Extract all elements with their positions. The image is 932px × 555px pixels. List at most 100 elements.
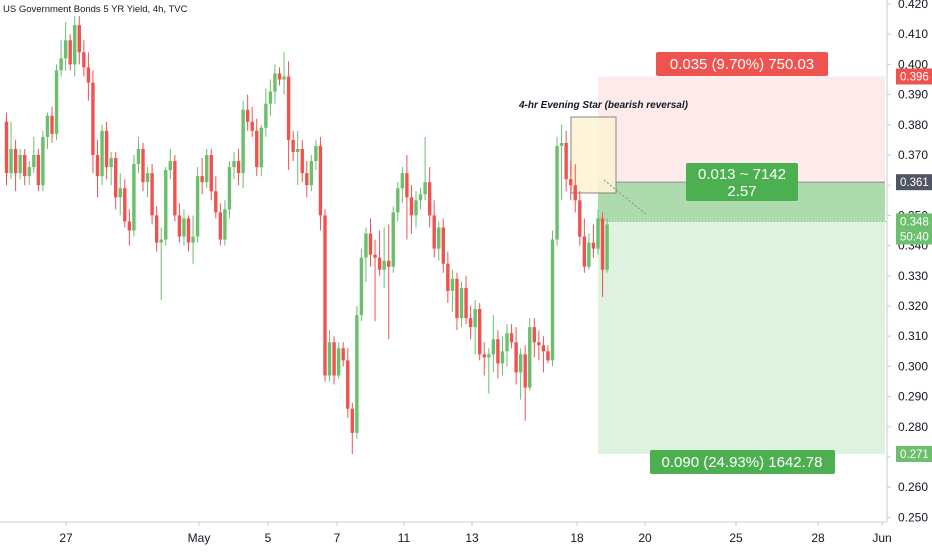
candle xyxy=(13,139,18,192)
candle-body xyxy=(241,109,245,174)
candle xyxy=(259,124,263,177)
candle-body xyxy=(36,155,41,186)
candle-body xyxy=(532,327,536,343)
candle xyxy=(23,148,27,186)
candle xyxy=(473,299,477,355)
candle-body xyxy=(409,197,414,216)
candle xyxy=(596,209,600,255)
candle-body xyxy=(550,239,555,361)
candle xyxy=(4,112,9,186)
candle xyxy=(205,148,209,189)
pattern-highlight-box xyxy=(570,116,617,194)
candle-body xyxy=(496,339,500,364)
candle-body xyxy=(559,142,564,146)
candle xyxy=(245,94,250,131)
candle-body xyxy=(18,155,22,174)
candle xyxy=(273,64,277,104)
candle xyxy=(414,191,418,228)
candle-body xyxy=(518,354,523,373)
candle xyxy=(59,40,63,77)
candle-body xyxy=(264,103,268,128)
candle-body xyxy=(587,242,591,267)
candle xyxy=(400,167,405,204)
candle xyxy=(432,200,436,258)
candle xyxy=(518,348,523,400)
candle-body xyxy=(259,127,263,168)
candle xyxy=(377,230,382,276)
candle-body xyxy=(459,287,464,319)
x-tick-label: 28 xyxy=(811,531,825,545)
candle-body xyxy=(514,342,518,373)
ratio-label-line2: 2.57 xyxy=(727,183,756,200)
candle xyxy=(564,130,568,192)
candle xyxy=(73,16,77,77)
candle-body xyxy=(277,73,282,80)
candle-body xyxy=(250,121,254,131)
candle-body xyxy=(100,130,104,177)
candle-body xyxy=(314,145,318,162)
candle-body xyxy=(437,227,441,249)
candle-body xyxy=(45,115,50,137)
candle xyxy=(555,136,559,246)
candle-body xyxy=(600,218,605,270)
candle xyxy=(300,139,304,183)
ratio-box xyxy=(686,163,798,201)
candle xyxy=(359,248,364,322)
candle xyxy=(123,179,127,228)
candle-body xyxy=(227,167,232,210)
candle xyxy=(82,40,86,77)
candle-body xyxy=(95,155,100,177)
candle-body xyxy=(346,360,350,409)
candle-body xyxy=(327,342,332,376)
candle-body xyxy=(391,212,395,267)
candle-body xyxy=(323,215,327,376)
candle xyxy=(36,148,41,192)
candle-body xyxy=(109,158,113,168)
candle-body xyxy=(427,182,432,216)
candle xyxy=(559,124,564,201)
candle xyxy=(173,155,177,222)
candle-body xyxy=(491,339,496,355)
candle-body xyxy=(268,91,273,104)
candle xyxy=(114,151,118,210)
candle-body xyxy=(382,260,386,270)
candle xyxy=(541,336,546,373)
candle-body xyxy=(59,58,63,71)
candle-body xyxy=(468,318,473,328)
price-tag-label: 0.396 xyxy=(900,71,929,83)
candle xyxy=(546,345,550,364)
candle xyxy=(209,148,213,201)
candle xyxy=(136,136,141,174)
candle-body xyxy=(82,52,86,68)
candle xyxy=(218,203,223,246)
x-tick-label: 20 xyxy=(638,531,652,545)
candle xyxy=(250,106,254,137)
candle-body xyxy=(537,342,541,346)
candle xyxy=(68,34,72,71)
candle-body xyxy=(487,354,491,358)
candle xyxy=(591,224,596,258)
candle xyxy=(191,215,195,264)
candle-body xyxy=(136,148,141,165)
candle-body xyxy=(523,354,527,388)
candle-body xyxy=(396,188,400,213)
candle xyxy=(318,136,323,231)
y-tick-label: 0.330 xyxy=(898,269,928,283)
candle xyxy=(587,233,591,270)
candle-body xyxy=(414,200,418,216)
candle xyxy=(154,206,159,252)
candle xyxy=(255,118,259,177)
candle xyxy=(118,173,122,216)
candle xyxy=(164,167,168,246)
candle-body xyxy=(505,333,509,352)
candle-body xyxy=(41,136,45,186)
x-tick-label: May xyxy=(188,531,211,545)
candle-body xyxy=(236,161,241,174)
candle xyxy=(186,215,191,252)
candle xyxy=(487,348,491,394)
candle xyxy=(232,151,236,180)
candle xyxy=(446,251,450,303)
candle xyxy=(309,155,314,192)
